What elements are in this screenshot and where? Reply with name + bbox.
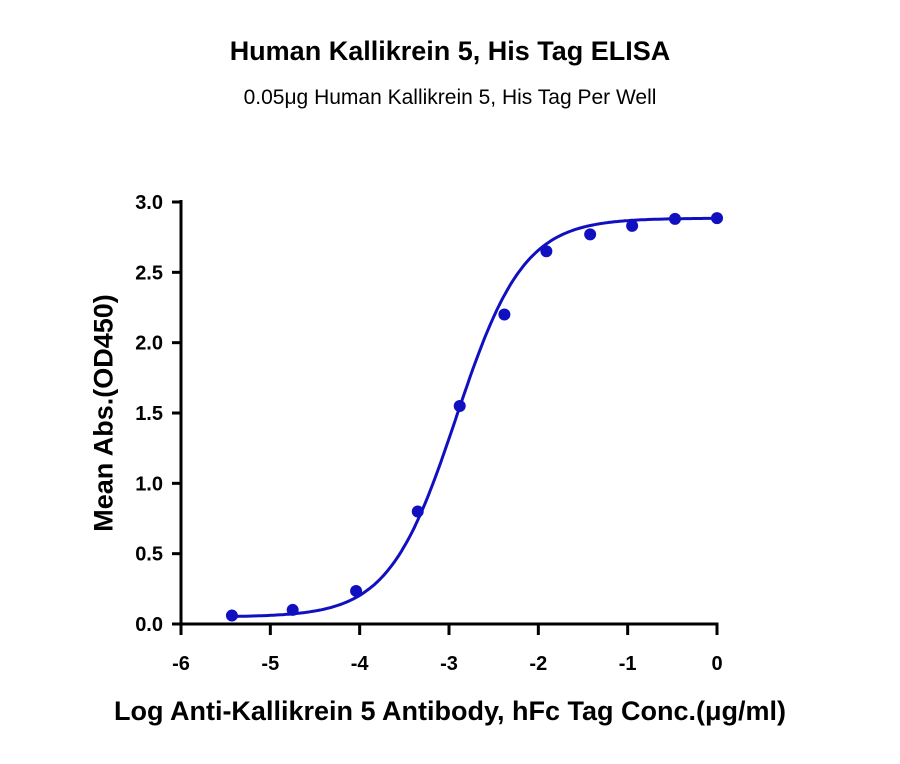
- x-tick-label: -3: [440, 653, 458, 675]
- data-point: [286, 603, 299, 616]
- data-point: [540, 245, 553, 258]
- data-point: [584, 228, 597, 241]
- data-point: [453, 399, 466, 412]
- data-point: [626, 219, 639, 232]
- fit-curve: [231, 216, 717, 618]
- axes: 0.0 0.5 1.0 1.5 2.0 2.5 3.0 -6 -5 -4 -3 -2 -1 0: [135, 192, 722, 675]
- x-tick-label: -1: [619, 653, 637, 675]
- y-tick-label: 1.0: [135, 473, 163, 495]
- x-tick-label: -2: [529, 653, 547, 675]
- x-tick-label: -6: [172, 653, 190, 675]
- y-tick-label: 2.0: [135, 333, 163, 355]
- x-tick-label: 0: [711, 653, 722, 675]
- y-tick-label: 1.5: [135, 403, 163, 425]
- data-point: [411, 505, 424, 518]
- chart-subtitle: 0.05μg Human Kallikrein 5, His Tag Per W…: [243, 86, 657, 109]
- y-axis-label: Mean Abs.(OD450): [88, 294, 119, 532]
- x-tick-label: -4: [351, 653, 370, 675]
- x-tick-label: -5: [261, 653, 279, 675]
- y-tick-label: 0.5: [135, 544, 163, 566]
- data-point: [669, 212, 682, 225]
- chart-title: Human Kallikrein 5, His Tag ELISA: [229, 36, 671, 66]
- data-point: [350, 584, 363, 597]
- y-tick-label: 3.0: [135, 192, 163, 214]
- data-point: [225, 609, 238, 622]
- y-tick-label: 0.0: [135, 614, 163, 636]
- data-point: [498, 308, 511, 321]
- data-point: [711, 212, 723, 225]
- data-points: [225, 212, 723, 622]
- x-axis-label: Log Anti-Kallikrein 5 Antibody, hFc Tag …: [113, 696, 786, 726]
- y-tick-label: 2.5: [135, 262, 163, 284]
